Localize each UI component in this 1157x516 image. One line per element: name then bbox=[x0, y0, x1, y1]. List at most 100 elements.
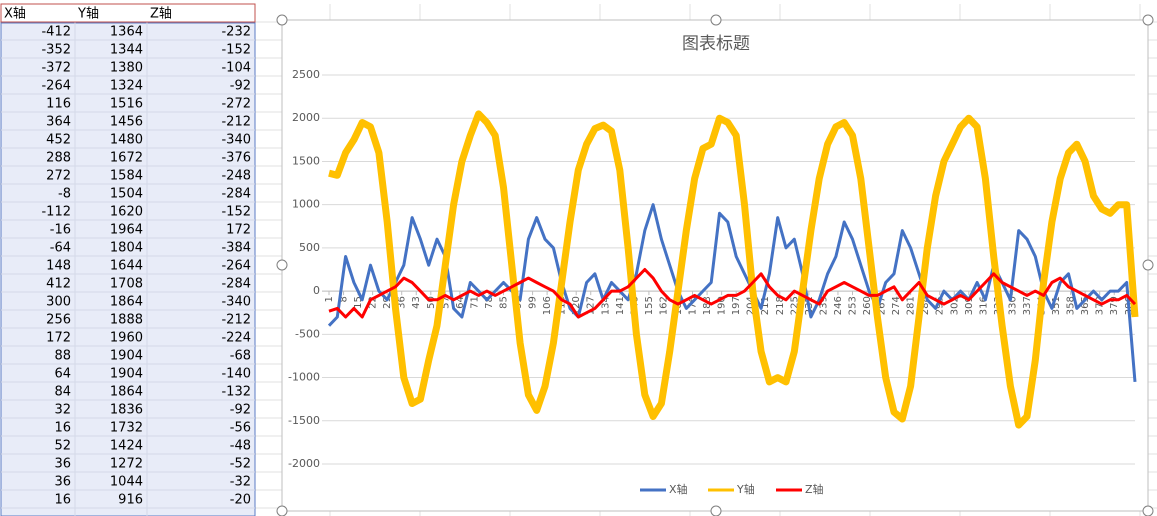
cell-text: -20 bbox=[230, 493, 251, 508]
x-tick-label: 302 bbox=[949, 296, 960, 315]
cell-text: 1584 bbox=[110, 169, 143, 184]
cell-text: 1708 bbox=[110, 277, 143, 292]
cell-text: -212 bbox=[221, 115, 251, 130]
x-tick-label: 36 bbox=[397, 296, 408, 309]
x-tick-label: 176 bbox=[688, 296, 699, 315]
y-tick-label: 1500 bbox=[292, 154, 320, 167]
cell-text: -384 bbox=[221, 241, 251, 256]
x-tick-label: 197 bbox=[731, 296, 742, 315]
y-tick-label: 1000 bbox=[292, 198, 320, 211]
resize-handle bbox=[710, 505, 722, 516]
cell-text: -8 bbox=[58, 187, 71, 202]
cell-text: 272 bbox=[46, 169, 71, 184]
cell-text: -92 bbox=[230, 79, 251, 94]
chart-area bbox=[281, 19, 1149, 512]
cell-text: -132 bbox=[221, 385, 251, 400]
resize-handle bbox=[1142, 505, 1154, 516]
cell-text: 1644 bbox=[110, 259, 143, 274]
header-text: Y轴 bbox=[77, 7, 99, 22]
cell-text: -264 bbox=[41, 79, 71, 94]
cell-text: 1424 bbox=[110, 439, 143, 454]
cell-text: 1620 bbox=[110, 205, 143, 220]
y-tick-label: -500 bbox=[295, 327, 320, 340]
cell-text: 1456 bbox=[110, 115, 143, 130]
cell-text: -412 bbox=[41, 25, 71, 40]
cell-text: 32 bbox=[54, 403, 71, 418]
y-tick-label: -2000 bbox=[288, 457, 320, 470]
cell-text: 1864 bbox=[110, 295, 143, 310]
legend-label: Y轴 bbox=[736, 482, 755, 496]
cell-text: 1504 bbox=[110, 187, 143, 202]
x-tick-label: 134 bbox=[600, 296, 611, 315]
resize-handle bbox=[1142, 259, 1154, 271]
header-text: X轴 bbox=[4, 7, 26, 22]
cell-text: 116 bbox=[46, 97, 71, 112]
cell-text: 1480 bbox=[110, 133, 143, 148]
cell-text: -372 bbox=[41, 61, 71, 76]
y-tick-label: -1500 bbox=[288, 414, 320, 427]
cell-text: -68 bbox=[230, 349, 251, 364]
x-tick-label: 43 bbox=[411, 296, 422, 309]
x-tick-label: 71 bbox=[469, 296, 480, 309]
x-tick-label: 183 bbox=[702, 296, 713, 315]
x-tick-label: 22 bbox=[368, 296, 379, 309]
x-tick-label: 162 bbox=[658, 296, 669, 315]
x-tick-label: 50 bbox=[426, 296, 437, 309]
x-tick-label: 8 bbox=[339, 296, 350, 302]
x-tick-label: 127 bbox=[586, 296, 597, 315]
cell-text: 1324 bbox=[110, 79, 143, 94]
y-tick-label: 500 bbox=[299, 241, 320, 254]
cell-text: 1904 bbox=[110, 349, 143, 364]
x-tick-label: 288 bbox=[920, 296, 931, 315]
cell-text: -272 bbox=[221, 97, 251, 112]
cell-text: 16 bbox=[54, 421, 71, 436]
x-tick-label: 281 bbox=[906, 296, 917, 315]
x-tick-label: 274 bbox=[891, 296, 902, 315]
x-tick-label: 225 bbox=[789, 296, 800, 315]
x-tick-label: 267 bbox=[877, 296, 888, 315]
x-tick-label: 120 bbox=[571, 296, 582, 315]
cell-text: 84 bbox=[54, 385, 71, 400]
selection bbox=[0, 22, 256, 516]
cell-text: -352 bbox=[41, 43, 71, 58]
cell-text: 1836 bbox=[110, 403, 143, 418]
cell-text: -92 bbox=[230, 403, 251, 418]
cell-text: 300 bbox=[46, 295, 71, 310]
cell-text: -112 bbox=[41, 205, 71, 220]
cell-text: 1516 bbox=[110, 97, 143, 112]
x-tick-label: 260 bbox=[862, 296, 873, 315]
cell-text: 1804 bbox=[110, 241, 143, 256]
x-tick-label: 309 bbox=[964, 296, 975, 315]
x-tick-label: 211 bbox=[760, 296, 771, 315]
resize-handle bbox=[1142, 14, 1154, 26]
cell-text: -284 bbox=[221, 277, 251, 292]
cell-text: -64 bbox=[50, 241, 71, 256]
cell-text: 916 bbox=[118, 493, 143, 508]
x-tick-label: 316 bbox=[978, 296, 989, 315]
x-tick-label: 239 bbox=[818, 296, 829, 315]
cell-text: 1960 bbox=[110, 331, 143, 346]
cell-text: 52 bbox=[54, 439, 71, 454]
cell-text: 364 bbox=[46, 115, 71, 130]
resize-handle bbox=[276, 14, 288, 26]
cell-text: -32 bbox=[230, 475, 251, 490]
resize-handle bbox=[276, 259, 288, 271]
x-tick-label: 358 bbox=[1066, 296, 1077, 315]
series-line bbox=[328, 268, 1137, 319]
cell-text: 172 bbox=[226, 223, 251, 238]
x-tick-label: 379 bbox=[1109, 296, 1120, 315]
cell-text: 1904 bbox=[110, 367, 143, 382]
cell-text: 1380 bbox=[110, 61, 143, 76]
y-tick-label: 0 bbox=[313, 284, 320, 297]
cell-text: -56 bbox=[230, 421, 251, 436]
cell-text: 64 bbox=[54, 367, 71, 382]
cell-text: 1272 bbox=[110, 457, 143, 472]
cell-text: -284 bbox=[221, 187, 251, 202]
cell-text: 256 bbox=[46, 313, 71, 328]
cell-text: 452 bbox=[46, 133, 71, 148]
cell-text: 36 bbox=[54, 457, 71, 472]
cell-text: -140 bbox=[221, 367, 251, 382]
x-tick-label: 190 bbox=[717, 296, 728, 315]
legend-label: Z轴 bbox=[805, 482, 824, 496]
